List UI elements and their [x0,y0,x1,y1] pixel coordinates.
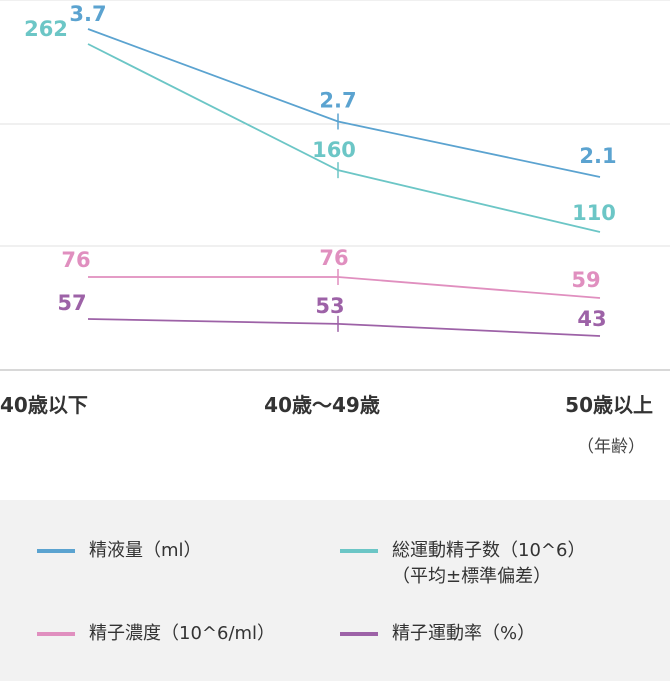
legend-swatch [37,549,75,553]
data-label: 57 [57,291,86,315]
data-label: 59 [571,268,600,292]
data-label: 3.7 [69,2,106,26]
legend-swatch [340,549,378,553]
series-line [87,318,601,337]
data-label: 2.7 [319,89,356,113]
x-tick-label-2: 50歳以上 [565,393,653,417]
series-0: 3.7 2.7 2.1 [69,2,617,178]
x-tick-label-0: 40歳以下 [0,393,88,417]
data-label: 262 [24,17,68,41]
data-label: 43 [577,307,606,331]
legend-item-concentration: 精子濃度（10^6/ml） [37,621,275,647]
grid-lines [0,0,670,371]
x-axis: 40歳以下 40歳〜49歳 50歳以上 （年齢） [0,393,653,457]
series-1: 262 160 110 [24,17,616,233]
data-label: 76 [319,246,348,270]
line-chart: 3.7 2.7 2.1 262 160 110 76 76 59 57 53 43 40歳以下 40歳… [0,0,670,457]
series-layer: 3.7 2.7 2.1 262 160 110 76 76 59 57 53 43 [24,2,617,337]
series-3: 57 53 43 [57,291,607,337]
legend-swatch [340,632,378,636]
legend-label: 精液量（ml） [89,540,202,561]
legend-item-motility: 精子運動率（%） [340,621,535,647]
legend-item-semen-volume: 精液量（ml） [37,538,202,564]
legend-item-total-motile: 総運動精子数（10^6） （平均±標準偏差） [340,538,585,590]
legend-label-sub: （平均±標準偏差） [392,566,552,587]
x-tick-label-1: 40歳〜49歳 [264,393,380,417]
data-label: 2.1 [579,144,616,168]
data-label: 76 [61,248,90,272]
legend-swatch [37,632,75,636]
x-axis-unit: （年齢） [577,437,645,457]
legend-label: 精子濃度（10^6/ml） [89,623,276,644]
legend-label: 総運動精子数（10^6） （平均±標準偏差） [392,538,585,590]
data-label: 160 [312,138,356,162]
legend-label-main: 総運動精子数（10^6） [392,540,586,561]
series-2: 76 76 59 [61,246,601,299]
legend-label: 精子運動率（%） [392,623,536,644]
data-label: 110 [572,201,616,225]
data-label: 53 [315,294,344,318]
legend: 精液量（ml） 総運動精子数（10^6） （平均±標準偏差） 精子濃度（10^6… [0,500,670,681]
